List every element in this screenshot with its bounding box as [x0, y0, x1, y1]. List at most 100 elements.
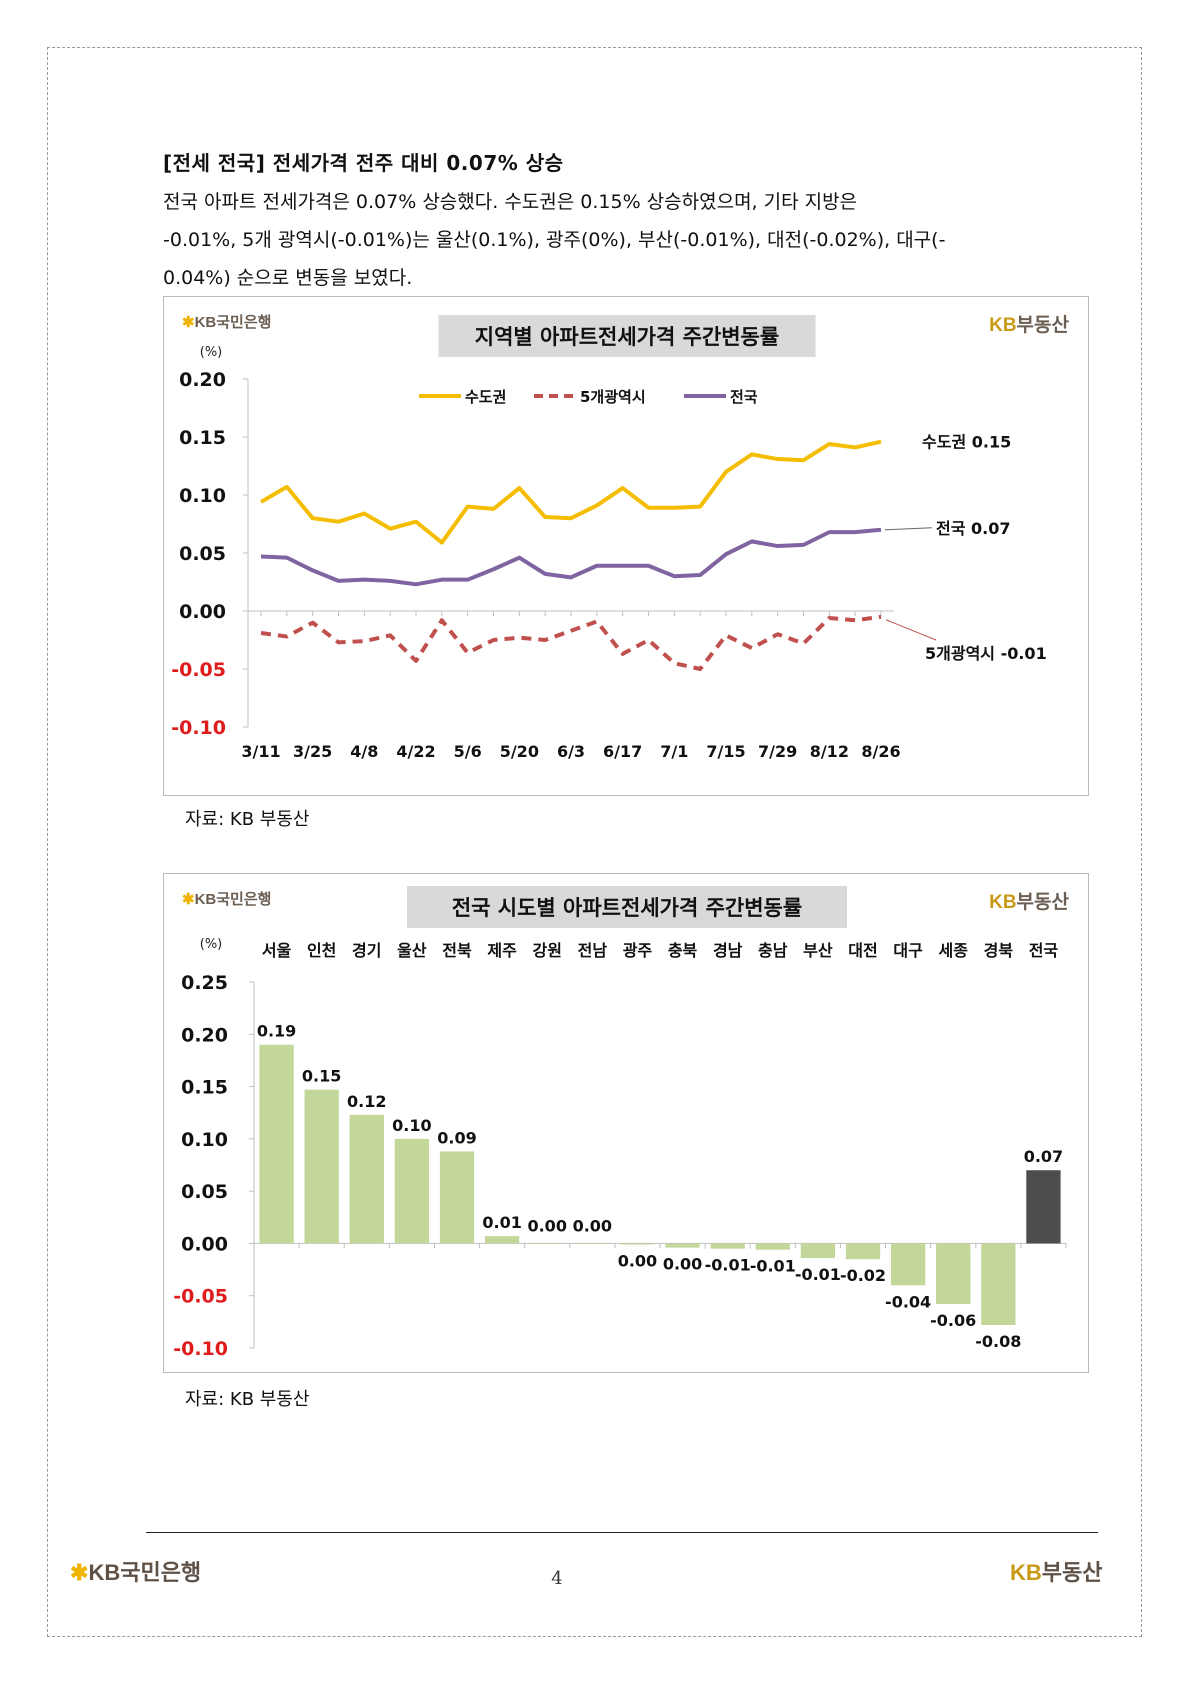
data-label: -0.02 [840, 1266, 886, 1285]
x-tick-label: 4/22 [396, 742, 435, 761]
kb-star-icon: ✱ [70, 1560, 89, 1585]
legend-label: 수도권 [465, 388, 506, 406]
line-chart-box: ✱KB국민은행 KB부동산 지역별 아파트전세가격 주간변동률 (%) 0.20 0.15… [163, 296, 1089, 796]
bar [890, 1243, 926, 1286]
chart-title: 지역별 아파트전세가격 주간변동률 [475, 325, 779, 349]
category-label: 충남 [758, 941, 788, 960]
data-label: 0.00 [618, 1251, 657, 1270]
footer-rule [146, 1532, 1098, 1533]
bank-name: KB국민은행 [88, 1560, 202, 1585]
chart-estate-logo: KB부동산 [989, 891, 1069, 913]
x-tick-label: 8/12 [810, 742, 849, 761]
bar [575, 1243, 610, 1244]
data-label: 0.10 [392, 1116, 431, 1135]
series-line [260, 527, 882, 587]
y-tick-label: 0.25 [181, 972, 228, 994]
bank-name: KB국민은행 [195, 314, 272, 331]
bar [484, 1236, 520, 1244]
category-label: 전국 [1029, 941, 1059, 960]
x-tick-label: 5/20 [500, 742, 539, 761]
y-tick-label: 0.05 [179, 543, 226, 565]
category-label: 대전 [848, 941, 877, 960]
x-tick-label: 7/15 [706, 742, 745, 761]
category-label: 강원 [532, 941, 561, 960]
chart-title-background [407, 886, 847, 928]
category-label: 대구 [893, 941, 923, 960]
x-tick-label: 5/6 [454, 742, 482, 761]
y-axis-unit: (%) [200, 345, 223, 360]
data-label: 0.00 [663, 1255, 702, 1274]
estate-kb: KB [1010, 1560, 1042, 1585]
chart-bank-logo: ✱KB국민은행 [182, 891, 271, 908]
chart-source: 자료: KB 부동산 [185, 1389, 310, 1410]
chart-title-background [438, 315, 816, 357]
y-tick-label: -0.10 [173, 1338, 228, 1360]
category-label: 경기 [352, 941, 381, 960]
end-label: 5개광역시 -0.01 [925, 644, 1047, 663]
category-label: 세종 [938, 941, 968, 960]
bar [394, 1138, 430, 1244]
bar-chart: ✱KB국민은행 KB부동산 전국 시도별 아파트전세가격 주간변동률 (%) 서울 인천 경… [173, 886, 1070, 1360]
data-label: -0.06 [930, 1311, 976, 1330]
category-label: 전남 [578, 941, 608, 960]
estate-name: 부동산 [1017, 891, 1070, 913]
bar [349, 1114, 384, 1244]
data-label: 0.15 [302, 1067, 341, 1086]
x-tick-label: 3/11 [241, 742, 280, 761]
bar [1026, 1170, 1061, 1244]
summary-paragraph: 전국 아파트 전세가격은 0.07% 상승했다. 수도권은 0.15% 상승하였… [163, 183, 1091, 297]
data-label: 0.00 [573, 1216, 612, 1235]
data-label: -0.04 [885, 1292, 931, 1311]
category-label: 서울 [262, 941, 292, 960]
series-line [260, 614, 882, 671]
legend-label: 5개광역시 [580, 388, 646, 406]
x-tick-label: 6/3 [557, 742, 585, 761]
y-tick-label: 0.10 [181, 1129, 228, 1151]
category-label: 광주 [623, 941, 653, 960]
data-label: 0.00 [527, 1216, 566, 1235]
y-tick-label: 0.15 [181, 1077, 228, 1099]
bank-name: KB국민은행 [195, 891, 272, 908]
paragraph-line: -0.01%, 5개 광역시(-0.01%)는 울산(0.1%), 광주(0%)… [163, 229, 946, 251]
data-label: -0.08 [975, 1332, 1021, 1351]
y-tick-label: 0.10 [179, 485, 226, 507]
y-tick-label: -0.05 [173, 1286, 228, 1308]
x-tick-label: 7/29 [758, 742, 797, 761]
data-label: -0.01 [795, 1265, 841, 1284]
estate-kb: KB [989, 315, 1016, 336]
legend-label: 전국 [730, 388, 758, 406]
section-heading: [전세 전국] 전세가격 전주 대비 0.07% 상승 [163, 151, 564, 175]
series-line [259, 439, 882, 545]
data-label: 0.07 [1024, 1147, 1063, 1166]
data-label: -0.01 [750, 1257, 796, 1276]
bar-chart-box: ✱KB국민은행 KB부동산 전국 시도별 아파트전세가격 주간변동률 (%) 서울 인천 경… [163, 873, 1089, 1373]
estate-name: 부동산 [1041, 1560, 1103, 1585]
data-label: 0.19 [257, 1022, 296, 1041]
end-label: 수도권 0.15 [922, 433, 1011, 452]
x-tick-label: 4/8 [350, 742, 378, 761]
x-tick-label: 7/1 [660, 742, 688, 761]
page-frame [47, 47, 1142, 1637]
category-label: 경북 [984, 941, 1014, 960]
bar [439, 1151, 475, 1244]
category-label: 울산 [397, 941, 427, 960]
bar [710, 1243, 745, 1249]
estate-name: 부동산 [1017, 314, 1070, 336]
y-tick-label: 0.00 [179, 601, 226, 623]
leader-line [884, 527, 933, 531]
bar [304, 1089, 339, 1244]
y-tick-label: 0.15 [179, 427, 226, 449]
bar [620, 1243, 655, 1245]
category-label: 인천 [307, 941, 336, 960]
y-axis-unit: (%) [200, 937, 223, 952]
x-tick-label: 8/26 [861, 742, 900, 761]
bar [845, 1243, 881, 1260]
bar [800, 1243, 836, 1259]
paragraph-line: 전국 아파트 전세가격은 0.07% 상승했다. 수도권은 0.15% 상승하였… [163, 191, 858, 213]
y-tick-label: -0.05 [171, 659, 226, 681]
y-tick-label: -0.10 [171, 717, 226, 739]
bar [259, 1044, 294, 1244]
chart-bank-logo: ✱KB국민은행 [182, 314, 271, 331]
chart-title: 전국 시도별 아파트전세가격 주간변동률 [452, 896, 802, 920]
